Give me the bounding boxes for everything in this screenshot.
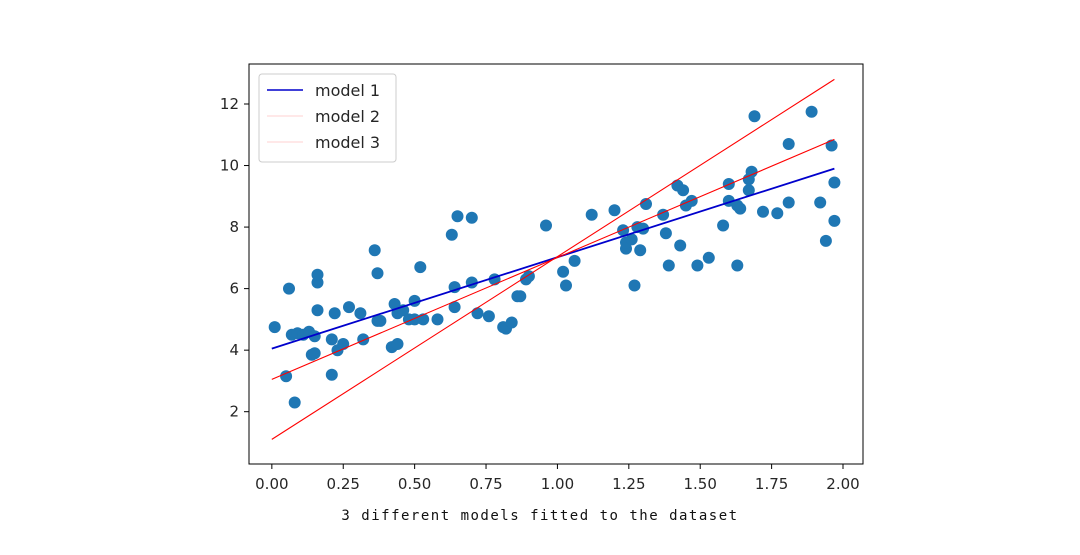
- x-tick-label: 1.00: [541, 475, 574, 493]
- series-line-3: [271, 78, 835, 440]
- y-tick-label: 12: [220, 95, 239, 113]
- scatter-point: [354, 307, 367, 320]
- scatter-point: [825, 139, 838, 152]
- x-tick-label: 0.50: [398, 475, 431, 493]
- scatter-point: [814, 196, 827, 209]
- scatter-point: [659, 227, 672, 240]
- legend: model 1 model 2 model 3: [258, 73, 397, 163]
- scatter-point: [742, 184, 755, 197]
- scatter-point: [514, 290, 527, 303]
- scatter-point: [471, 307, 484, 320]
- scatter-point: [782, 196, 795, 209]
- scatter-point: [828, 176, 841, 189]
- scatter-point: [357, 333, 370, 346]
- legend-box: [258, 73, 397, 163]
- scatter-point: [391, 338, 404, 350]
- scatter-point: [337, 338, 350, 350]
- scatter-point: [782, 138, 795, 150]
- scatter-point: [662, 259, 675, 272]
- y-tick-label: 8: [229, 218, 239, 236]
- scatter-point: [414, 261, 427, 274]
- scatter-point: [325, 333, 338, 346]
- scatter-point: [308, 347, 321, 360]
- scatter-point: [748, 110, 761, 123]
- scatter-point: [465, 211, 478, 224]
- scatter-point: [585, 208, 598, 221]
- scatter-point: [757, 205, 769, 218]
- scatter-point: [568, 254, 581, 267]
- scatter-point: [448, 281, 461, 294]
- figure-caption: 3 different models fitted to the dataset: [341, 508, 739, 524]
- scatter-point: [828, 214, 841, 227]
- scatter-point: [445, 228, 458, 241]
- y-tick-label: 10: [220, 157, 239, 175]
- axes-frame: [248, 63, 864, 465]
- scatter-point: [368, 244, 381, 257]
- scatter-point: [805, 105, 818, 118]
- scatter-point: [634, 244, 647, 257]
- scatter-point: [388, 298, 401, 310]
- x-tick-label: 1.50: [684, 475, 717, 493]
- x-tick-label: 1.25: [612, 475, 645, 493]
- scatter-point: [280, 370, 293, 383]
- scatter-point: [451, 210, 464, 223]
- scatter-point: [431, 313, 444, 326]
- scatter-point: [311, 304, 324, 317]
- scatter-point: [691, 259, 704, 272]
- scatter-point: [717, 219, 730, 232]
- series-line-1: [271, 167, 835, 350]
- scatter-point: [617, 224, 630, 237]
- y-tick-label: 4: [229, 341, 239, 359]
- scatter-point: [731, 259, 744, 272]
- scatter-point: [657, 208, 670, 221]
- scatter-point: [557, 265, 570, 278]
- scatter-point: [560, 279, 572, 292]
- scatter-point: [311, 268, 324, 281]
- scatter-point: [408, 313, 421, 326]
- x-tick-label: 0.25: [327, 475, 360, 493]
- scatter-point: [734, 202, 747, 215]
- x-tick-label: 0.75: [469, 475, 502, 493]
- y-tick-label: 2: [229, 403, 239, 421]
- scatter-point: [674, 239, 687, 252]
- scatter-point: [328, 307, 341, 320]
- scatter-point: [677, 184, 690, 197]
- scatter-point: [505, 316, 518, 329]
- y-axis: 2 4 6 8 10 12: [220, 95, 249, 421]
- legend-label-3: model 3: [315, 133, 380, 152]
- x-tick-label: 1.75: [755, 475, 788, 493]
- scatter-point: [625, 233, 638, 246]
- scatter-point: [343, 301, 355, 314]
- y-tick-label: 6: [229, 280, 239, 298]
- x-tick-label: 0.00: [255, 475, 288, 493]
- scatter-point: [608, 204, 621, 217]
- scatter-point: [374, 314, 387, 327]
- scatter-point: [640, 198, 652, 210]
- scatter-point: [482, 310, 495, 323]
- plot-area: [268, 78, 841, 440]
- legend-label-2: model 2: [315, 107, 380, 126]
- x-tick-label: 2.00: [826, 475, 859, 493]
- scatter-point: [448, 301, 461, 314]
- scatter-point: [628, 279, 641, 292]
- scatter-point: [325, 368, 338, 381]
- scatter-point: [819, 234, 832, 247]
- scatter-point: [702, 251, 715, 264]
- scatter-point: [268, 321, 281, 334]
- scatter-point: [371, 267, 384, 280]
- x-axis: 0.00 0.25 0.50 0.75 1.00 1.25 1.50 1.75 2.00: [255, 464, 860, 493]
- scatter-point: [540, 219, 552, 232]
- legend-label-1: model 1: [315, 81, 380, 100]
- scatter-point: [288, 396, 301, 409]
- scatter-point: [283, 282, 295, 295]
- scatter-point: [745, 165, 758, 178]
- scatter-point: [771, 207, 784, 220]
- scatter-point: [685, 194, 698, 207]
